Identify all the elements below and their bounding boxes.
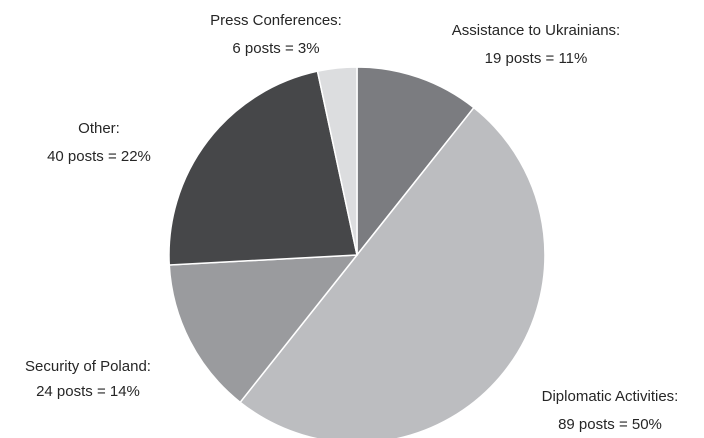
- label-security-of-poland: Security of Poland: 24 posts = 14%: [25, 358, 151, 400]
- pie-slice-security-of-poland: [168, 254, 359, 404]
- label-diplomatic-activities: Diplomatic Activities: 89 posts = 50%: [542, 388, 679, 433]
- pie-slice-diplomatic-activities: [239, 106, 546, 438]
- label-security-value: 24 posts = 14%: [36, 383, 140, 400]
- label-other-value: 40 posts = 22%: [47, 148, 151, 165]
- label-assistance-to-ukrainians: Assistance to Ukrainians: 19 posts = 11%: [452, 22, 620, 67]
- label-diplomatic-category: Diplomatic Activities:: [542, 388, 679, 405]
- label-assistance-category: Assistance to Ukrainians:: [452, 22, 620, 39]
- label-press-conferences: Press Conferences: 6 posts = 3%: [210, 12, 342, 57]
- pie-slice-assistance-to-ukrainians: [356, 66, 475, 258]
- pie-slice-other: [168, 70, 358, 266]
- label-press-category: Press Conferences:: [210, 12, 342, 29]
- pie-slices: [168, 66, 546, 438]
- label-press-value: 6 posts = 3%: [232, 40, 319, 57]
- label-diplomatic-value: 89 posts = 50%: [558, 416, 662, 433]
- label-security-category: Security of Poland:: [25, 358, 151, 375]
- pie-slice-press-conferences: [316, 66, 358, 256]
- label-other-category: Other:: [78, 120, 120, 137]
- label-other: Other: 40 posts = 22%: [47, 120, 151, 165]
- label-assistance-value: 19 posts = 11%: [485, 50, 588, 67]
